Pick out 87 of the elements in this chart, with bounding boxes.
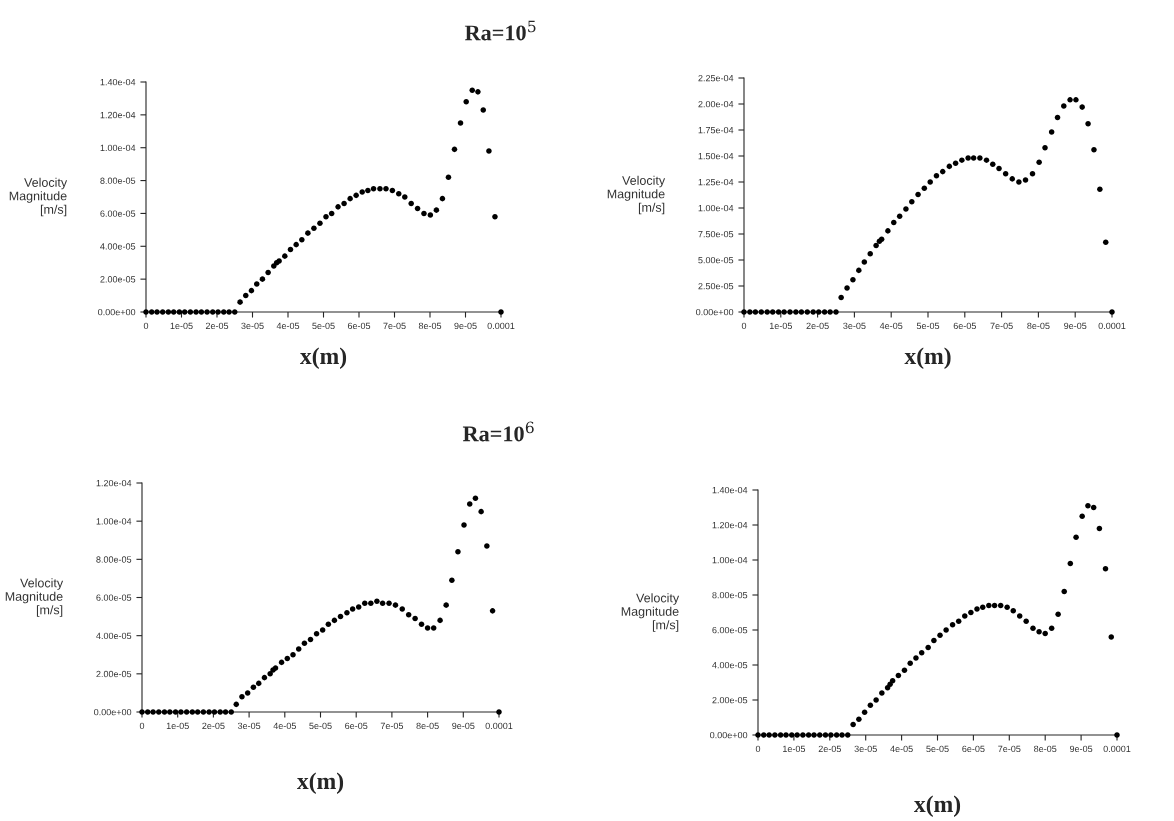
y-tick-label: 8.00e-05 <box>100 177 136 184</box>
y-tick-label: 1.50e-04 <box>698 152 734 160</box>
y-tick-label: 1.00e-04 <box>712 556 748 564</box>
y-tick-label: 8.00e-05 <box>96 556 132 563</box>
x-tick-label: 9e-05 <box>1064 322 1087 330</box>
x-tick-label: 2e-05 <box>818 745 841 753</box>
x-tick-label: 6e-05 <box>962 745 985 753</box>
y-tick-label: 2.00e-05 <box>100 276 136 283</box>
x-tick-label: 5e-05 <box>916 322 940 330</box>
y-axis-title: Velocity Magnitude [m/s] <box>621 593 680 632</box>
y-tick-label: 2.25e-04 <box>698 74 734 82</box>
y-tick-label: 6.00e-05 <box>96 594 132 601</box>
y-tick-label: 5.00e-05 <box>698 256 734 264</box>
x-tick-label: 0.0001 <box>487 322 515 330</box>
y-tick-label: 0.00e+00 <box>98 308 136 316</box>
y-tick-label: 2.00e-05 <box>712 696 748 704</box>
x-tick-label: 2e-05 <box>205 322 229 330</box>
x-tick-label: 1e-05 <box>783 745 806 753</box>
x-tick-label: 0.0001 <box>485 722 513 730</box>
y-axis-title: Velocity Magnitude [m/s] <box>607 175 666 215</box>
y-tick-label: 1.20e-04 <box>96 479 132 487</box>
x-tick-label: 0 <box>139 722 145 730</box>
x-tick-label: 0 <box>755 745 761 753</box>
y-axis-title: Velocity Magnitude [m/s] <box>9 177 68 217</box>
y-tick-label: 1.00e-04 <box>96 518 132 525</box>
x-tick-label: 7e-05 <box>998 745 1021 753</box>
x-tick-label: 4e-05 <box>276 322 300 330</box>
x-tick-label: 9e-05 <box>452 722 475 730</box>
x-tick-label: 7e-05 <box>990 322 1013 330</box>
chart-title: Ra=10$^{6}$ <box>462 421 534 442</box>
x-tick-label: 4e-05 <box>879 322 903 330</box>
y-tick-label: 2.00e-04 <box>698 100 734 108</box>
x-tick-label: 1e-05 <box>170 322 193 330</box>
x-tick-label: 8e-05 <box>418 322 442 330</box>
y-tick-label: 4.00e-05 <box>100 243 136 250</box>
y-tick-label: 2.50e-05 <box>698 282 734 290</box>
x-tick-label: 0 <box>741 322 747 330</box>
x-tick-label: 0.0001 <box>1098 322 1126 330</box>
y-tick-label: 0.00e+00 <box>94 708 132 716</box>
x-tick-label: 5e-05 <box>312 322 335 330</box>
y-tick-label: 1.25e-04 <box>698 178 734 186</box>
x-tick-label: 6e-05 <box>953 322 976 330</box>
x-tick-label: 2e-05 <box>806 322 829 330</box>
x-tick-label: 1e-05 <box>166 722 189 730</box>
x-axis-title: x(m) <box>299 347 347 369</box>
y-tick-label: 4.00e-05 <box>96 632 132 640</box>
y-tick-label: 8.00e-05 <box>712 591 748 599</box>
y-tick-label: 4.00e-05 <box>712 661 748 669</box>
x-tick-label: 3e-05 <box>843 322 866 330</box>
chart-title: Ra=10$^{5}$ <box>464 20 536 41</box>
x-tick-label: 9e-05 <box>1069 745 1093 753</box>
y-tick-label: 6.00e-05 <box>712 626 748 634</box>
x-tick-label: 5e-05 <box>926 745 949 753</box>
x-tick-label: 8e-05 <box>1027 322 1050 330</box>
x-tick-label: 7e-05 <box>383 322 406 330</box>
x-tick-label: 8e-05 <box>1034 745 1057 753</box>
x-tick-label: 3e-05 <box>854 745 877 753</box>
y-tick-label: 1.20e-04 <box>100 111 136 119</box>
y-tick-label: 1.00e-04 <box>100 144 136 152</box>
y-tick-label: 1.40e-04 <box>712 486 748 494</box>
y-tick-label: 1.40e-04 <box>100 78 136 86</box>
x-tick-label: 4e-05 <box>273 722 296 730</box>
y-tick-label: 7.50e-05 <box>698 230 734 238</box>
x-axis-title: x(m) <box>913 795 961 817</box>
x-tick-label: 9e-05 <box>454 322 477 330</box>
y-tick-label: 2.00e-05 <box>96 670 132 678</box>
x-tick-label: 7e-05 <box>380 722 404 730</box>
x-tick-label: 2e-05 <box>202 722 225 730</box>
y-tick-label: 1.00e-04 <box>698 204 734 212</box>
x-tick-label: 3e-05 <box>241 322 264 330</box>
x-tick-label: 8e-05 <box>416 722 439 730</box>
y-tick-label: 1.20e-04 <box>712 521 748 529</box>
x-tick-label: 0.0001 <box>1103 745 1131 753</box>
y-tick-label: 1.75e-04 <box>698 126 734 134</box>
x-tick-label: 0 <box>143 322 149 330</box>
x-tick-label: 3e-05 <box>237 722 261 730</box>
x-tick-label: 5e-05 <box>309 722 332 730</box>
x-tick-label: 4e-05 <box>890 745 913 753</box>
x-tick-label: 1e-05 <box>769 322 792 330</box>
x-tick-label: 6e-05 <box>345 722 368 730</box>
x-axis-title: x(m) <box>296 772 344 794</box>
y-tick-label: 6.00e-05 <box>100 210 136 217</box>
y-tick-label: 0.00e+00 <box>696 308 734 316</box>
y-tick-label: 0.00e+00 <box>710 731 748 739</box>
x-axis-title: x(m) <box>904 347 951 369</box>
y-axis-title: Velocity Magnitude [m/s] <box>5 578 64 617</box>
x-tick-label: 6e-05 <box>347 322 371 330</box>
